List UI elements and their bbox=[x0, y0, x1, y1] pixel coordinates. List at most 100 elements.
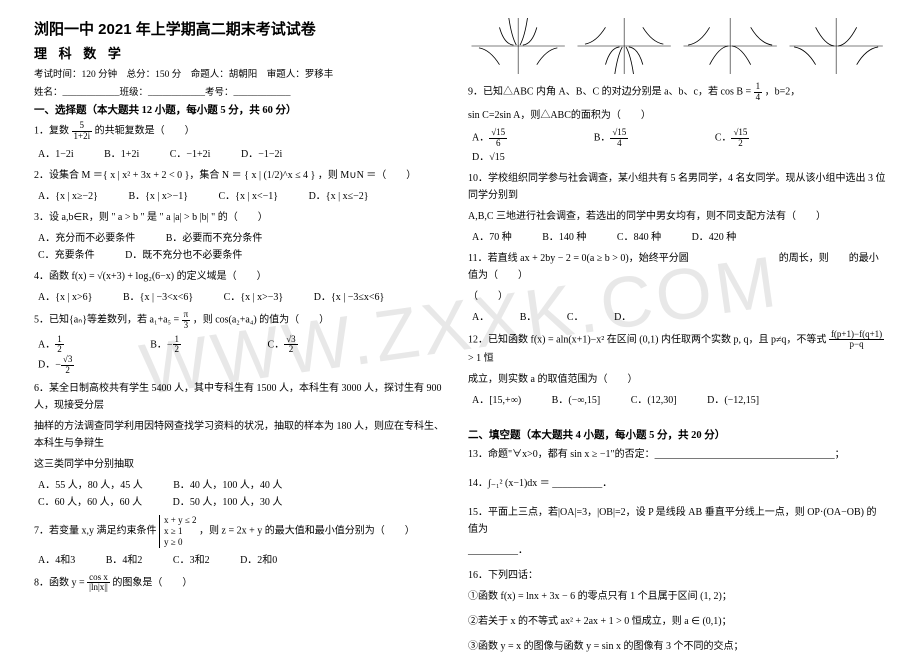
q1-opts: A．1−2i B．1+2i C．−1+2i D．−1−2i bbox=[34, 146, 452, 163]
q9-stem-a: 9．已知△ABC 内角 A、B、C 的对边分别是 a、b、c，若 cos B = bbox=[468, 87, 754, 98]
q2-stem-c: ，则 M∪N ＝（ ） bbox=[318, 170, 416, 181]
q1-d: D．−1−2i bbox=[241, 146, 282, 163]
q2-a: A．{x | x≥−2} bbox=[38, 188, 98, 205]
q7-d: D．2和0 bbox=[240, 552, 277, 569]
exam-meta1: 考试时间：120 分钟 总分：150 分 命题人：胡朝阳 审题人：罗移丰 bbox=[34, 66, 452, 80]
section1-head: 一、选择题（本大题共 12 小题，每小题 5 分，共 60 分） bbox=[34, 102, 452, 117]
q9b-d: 4 bbox=[610, 139, 628, 149]
q3-b: B．必要而不充分条件 bbox=[166, 230, 263, 247]
q12-frac-d: p−q bbox=[829, 340, 884, 350]
q9-l2: sin C=2sin A，则△ABC的面积为（ ） bbox=[468, 107, 886, 124]
q6-l3: 这三类同学中分别抽取 bbox=[34, 456, 452, 473]
q12-b: B．(−∞,15] bbox=[552, 392, 601, 409]
q7-a: A．4和3 bbox=[38, 552, 75, 569]
q7-c1: x + y ≤ 2 bbox=[164, 515, 197, 525]
q12-d: D．(−12,15] bbox=[707, 392, 759, 409]
q2-stem-b: { x | (1/2)^x ≤ 4 } bbox=[244, 170, 318, 181]
q15-stem: 15．平面上三点，若|OA|=3，|OB|=2，设 P 是线段 AB 垂直平分线… bbox=[468, 507, 876, 535]
q10-a: A．70 种 bbox=[472, 229, 512, 246]
q12-c: C．(12,30] bbox=[631, 392, 677, 409]
q8: 8．函数 y = cos x |ln|x|| 的图象是（ ） bbox=[34, 573, 452, 594]
right-column: 9．已知△ABC 内角 A、B、C 的对边分别是 a、b、c，若 cos B =… bbox=[460, 18, 894, 641]
q1: 1．复数 5 1+2i 的共轭复数是（ ） bbox=[34, 121, 452, 142]
q1-stem: 1．复数 bbox=[34, 126, 72, 137]
q5c-d: 2 bbox=[284, 345, 297, 355]
q5: 5．已知{aₙ}等差数列，若 a₁+a₅ = π 3 ，则 cos(a₂+a₄)… bbox=[34, 310, 452, 331]
q7: 7．若变量 x,y 满足约束条件 x + y ≤ 2 x ≥ 1 y ≥ 0 ，… bbox=[34, 515, 452, 547]
q2-opts: A．{x | x≥−2} B．{x | x>−1} C．{x | x<−1} D… bbox=[34, 188, 452, 205]
q1-tail: 的共轭复数是（ ） bbox=[95, 126, 195, 137]
q6-l1: 6．某全日制高校共有学生 5400 人，其中专科生有 1500 人，本科生有 3… bbox=[34, 380, 452, 414]
q4-c: C．{x | x>−3} bbox=[224, 289, 284, 306]
chart-c bbox=[680, 18, 780, 74]
q15-blank: __________． bbox=[468, 542, 886, 559]
q2-d: D．{x | x≤−2} bbox=[309, 188, 369, 205]
q5-stem-b: ，则 cos(a₂+a₄) 的值为（ ） bbox=[193, 314, 329, 325]
q8-frac-d: |ln|x|| bbox=[87, 583, 110, 593]
q7-b: B．4和2 bbox=[106, 552, 143, 569]
q7-stem-a: 7．若变量 x,y 满足约束条件 bbox=[34, 526, 157, 537]
q2-c: C．{x | x<−1} bbox=[219, 188, 279, 205]
page: 浏阳一中 2021 年上学期高二期末考试试卷 理 科 数 学 考试时间：120 … bbox=[0, 0, 920, 651]
q14: 14．∫₋₁² (x−1)dx ＝ __________． bbox=[468, 475, 886, 492]
q1-frac-d: 1+2i bbox=[72, 132, 93, 142]
q12: 12．已知函数 f(x) = aln(x+1)−x² 在区间 (0,1) 内任取… bbox=[468, 330, 886, 368]
q4-a: A．{x | x>6} bbox=[38, 289, 92, 306]
q5-frac-d: 3 bbox=[182, 321, 191, 331]
q11-a: A． bbox=[472, 309, 489, 326]
exam-meta2: 姓名：____________班级：____________考号：_______… bbox=[34, 84, 452, 98]
q1-a: A．1−2i bbox=[38, 146, 74, 163]
q10-opts: A．70 种 B．140 种 C．840 种 D．420 种 bbox=[468, 229, 886, 246]
q12-opts: A．[15,+∞) B．(−∞,15] C．(12,30] D．(−12,15] bbox=[468, 392, 886, 409]
q6-c: C．60 人，60 人，60 人 bbox=[38, 494, 142, 511]
q8-stem-a: 8．函数 y = bbox=[34, 577, 87, 588]
q10-c: C．840 种 bbox=[617, 229, 661, 246]
chart-a bbox=[468, 18, 568, 74]
q12-stem-a: 12．已知函数 f(x) = aln(x+1)−x² 在区间 (0,1) 内任取… bbox=[468, 334, 829, 345]
q8-charts bbox=[468, 18, 886, 74]
q9-frac-d: 4 bbox=[754, 93, 763, 103]
q11-opts: A． B． C． D． bbox=[468, 309, 886, 326]
q10-l2: A,B,C 三地进行社会调查，若选出的同学中男女均有，则不同支配方法有（ ） bbox=[468, 208, 886, 225]
q16-l1: ①函数 f(x) = lnx + 3x − 6 的零点只有 1 个且属于区间 (… bbox=[468, 588, 886, 605]
q3-opts: A．充分而不必要条件 B．必要而不充分条件 C．充要条件 D．既不充分也不必要条… bbox=[34, 230, 452, 264]
q9-opts: A．√156 B．√154 C．√152 D．√15 bbox=[468, 128, 886, 166]
q5-opts: A．12 B．−12 C．√32 D．−√32 bbox=[34, 335, 452, 377]
q4-b: B．{x | −3<x<6} bbox=[123, 289, 193, 306]
q16-l3: ③函数 y = x 的图像与函数 y = sin x 的图像有 3 个不同的交点… bbox=[468, 638, 886, 655]
q4-opts: A．{x | x>6} B．{x | −3<x<6} C．{x | x>−3} … bbox=[34, 289, 452, 306]
q2-b: B．{x | x>−1} bbox=[128, 188, 188, 205]
q9a-d: 6 bbox=[489, 139, 507, 149]
q6-b: B．40 人，100 人，40 人 bbox=[173, 477, 282, 494]
q2-stem-a: 2．设集合 M ＝{ x | x² + 3x + 2 < 0 }，集合 N ＝ bbox=[34, 170, 242, 181]
q3-a: A．充分而不必要条件 bbox=[38, 230, 135, 247]
exam-title: 浏阳一中 2021 年上学期高二期末考试试卷 bbox=[34, 18, 452, 39]
chart-d bbox=[786, 18, 886, 74]
q15: 15．平面上三点，若|OA|=3，|OB|=2，设 P 是线段 AB 垂直平分线… bbox=[468, 504, 886, 538]
q9-stem-b: ，b=2， bbox=[765, 87, 801, 98]
q2: 2．设集合 M ＝{ x | x² + 3x + 2 < 0 }，集合 N ＝ … bbox=[34, 167, 452, 184]
q12-a: A．[15,+∞) bbox=[472, 392, 521, 409]
q11-d: D． bbox=[614, 309, 631, 326]
q7-opts: A．4和3 B．4和2 C．3和2 D．2和0 bbox=[34, 552, 452, 569]
q6-opts: A．55 人，80 人，45 人 B．40 人，100 人，40 人 C．60 … bbox=[34, 477, 452, 511]
q11-paren: （ ） bbox=[468, 288, 886, 305]
q7-stem-b: ，则 z = 2x + y 的最大值和最小值分别为（ ） bbox=[199, 526, 415, 537]
section2-head: 二、填空题（本大题共 4 小题，每小题 5 分，共 20 分） bbox=[468, 427, 886, 442]
q10-b: B．140 种 bbox=[542, 229, 586, 246]
q6-d: D．50 人，100 人，30 人 bbox=[173, 494, 283, 511]
q1-b: B．1+2i bbox=[104, 146, 139, 163]
q11-c: C． bbox=[567, 309, 584, 326]
q4-d: D．{x | −3≤x<6} bbox=[314, 289, 385, 306]
q9d: √15 bbox=[489, 149, 505, 166]
q3: 3．设 a,b∈R，则 " a > b " 是 " a |a| > b |b| … bbox=[34, 209, 452, 226]
q16-l2: ②若关于 x 的不等式 ax² + 2ax + 1 > 0 恒成立，则 a ∈ … bbox=[468, 613, 886, 630]
chart-b bbox=[574, 18, 674, 74]
q5b-d: 2 bbox=[173, 345, 182, 355]
q5d-d: 2 bbox=[61, 366, 74, 376]
q6-l2: 抽样的方法调查同学利用因特网查找学习资料的状况，抽取的样本为 180 人，则应在… bbox=[34, 418, 452, 452]
q1-c: C．−1+2i bbox=[170, 146, 211, 163]
q16: 16．下列四话： bbox=[468, 567, 886, 584]
q8-stem-b: 的图象是（ ） bbox=[112, 577, 192, 588]
q3-c: C．充要条件 bbox=[38, 247, 95, 264]
